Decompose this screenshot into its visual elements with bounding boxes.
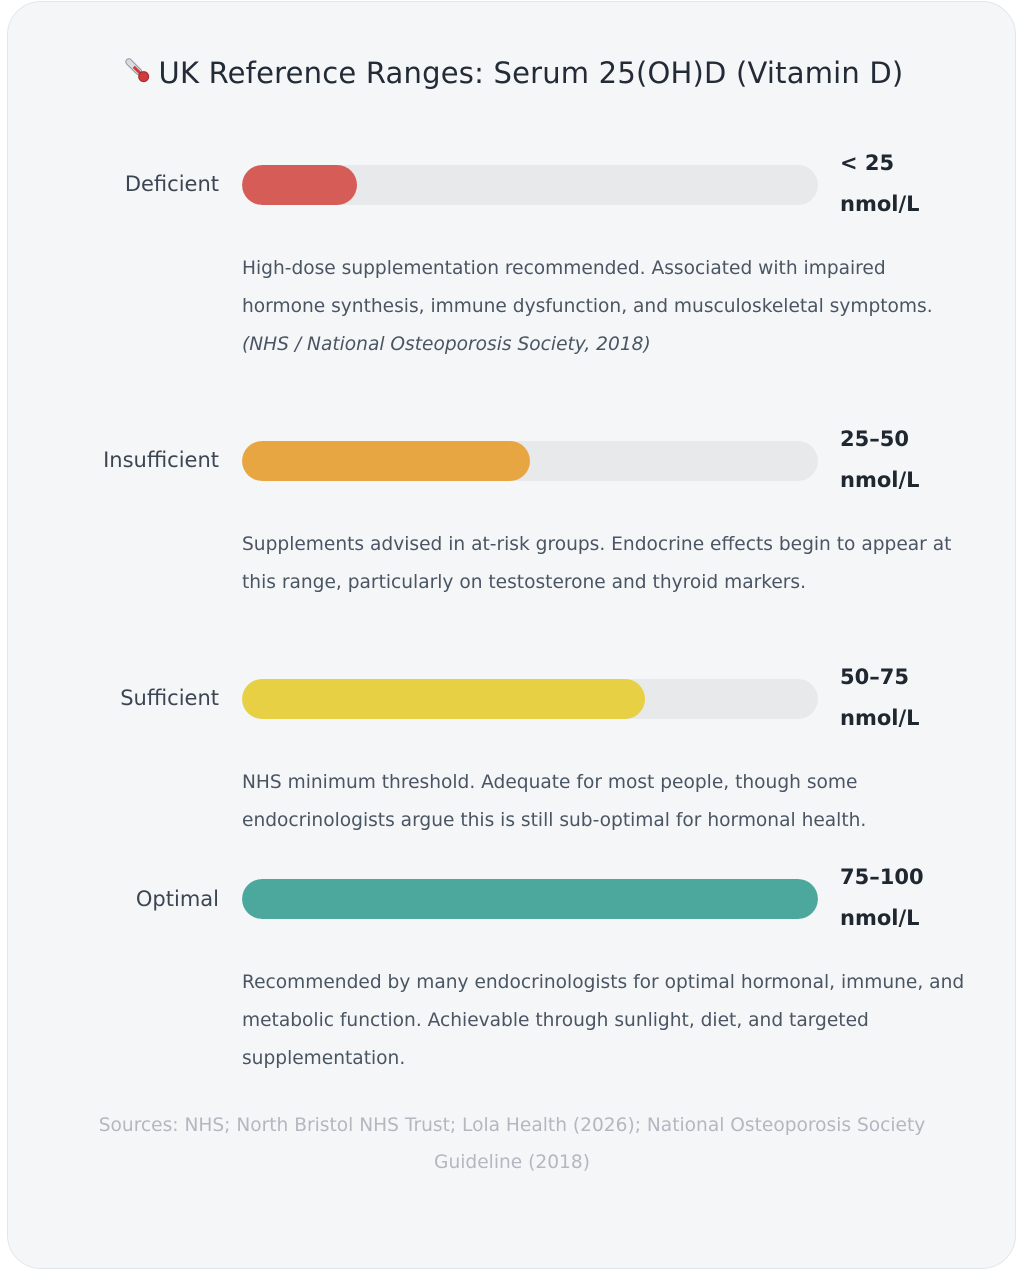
row-label-sufficient: Sufficient — [120, 686, 219, 710]
sources-footnote: Sources: NHS; North Bristol NHS Trust; L… — [98, 1115, 926, 1173]
chart-title-text: UK Reference Ranges: Serum 25(OH)D (Vita… — [158, 56, 904, 90]
range-value: < 25 — [840, 151, 895, 175]
range-unit: nmol/L — [840, 906, 920, 930]
range-unit: nmol/L — [840, 468, 920, 492]
bar-fill-optimal — [242, 879, 818, 919]
chart-title: UK Reference Ranges: Serum 25(OH)D (Vita… — [0, 56, 1024, 90]
range-label-optimal: 75–100 nmol/L — [840, 857, 960, 939]
row-label-insufficient: Insufficient — [103, 448, 219, 472]
bar-track-deficient — [242, 165, 818, 205]
description-citation: (NHS / National Osteoporosis Society, 20… — [242, 334, 651, 355]
bar-fill-deficient — [242, 165, 358, 205]
row-description-optimal: Recommended by many endocrinologists for… — [242, 964, 972, 1078]
range-value: 25–50 — [840, 427, 909, 451]
description-text: High-dose supplementation recommended. A… — [242, 258, 933, 317]
bar-track-insufficient — [242, 441, 818, 481]
row-description-insufficient: Supplements advised in at-risk groups. E… — [242, 526, 972, 602]
range-value: 50–75 — [840, 665, 909, 689]
description-text: NHS minimum threshold. Adequate for most… — [242, 772, 867, 831]
row-description-deficient: High-dose supplementation recommended. A… — [242, 250, 972, 364]
row-label-deficient: Deficient — [124, 172, 219, 196]
range-label-deficient: < 25 nmol/L — [840, 143, 960, 225]
bar-track-optimal — [242, 879, 818, 919]
range-unit: nmol/L — [840, 192, 920, 216]
range-unit: nmol/L — [840, 706, 920, 730]
reference-ranges-card — [7, 1, 1016, 1269]
row-description-sufficient: NHS minimum threshold. Adequate for most… — [242, 764, 972, 840]
range-label-sufficient: 50–75 nmol/L — [840, 657, 960, 739]
bar-fill-sufficient — [242, 679, 646, 719]
description-text: Recommended by many endocrinologists for… — [242, 972, 965, 1069]
bar-track-sufficient — [242, 679, 818, 719]
thermometer-icon — [121, 57, 155, 85]
description-text: Supplements advised in at-risk groups. E… — [242, 534, 952, 593]
range-label-insufficient: 25–50 nmol/L — [840, 419, 960, 501]
bar-fill-insufficient — [242, 441, 530, 481]
row-label-optimal: Optimal — [135, 887, 219, 911]
range-value: 75–100 — [840, 865, 924, 889]
